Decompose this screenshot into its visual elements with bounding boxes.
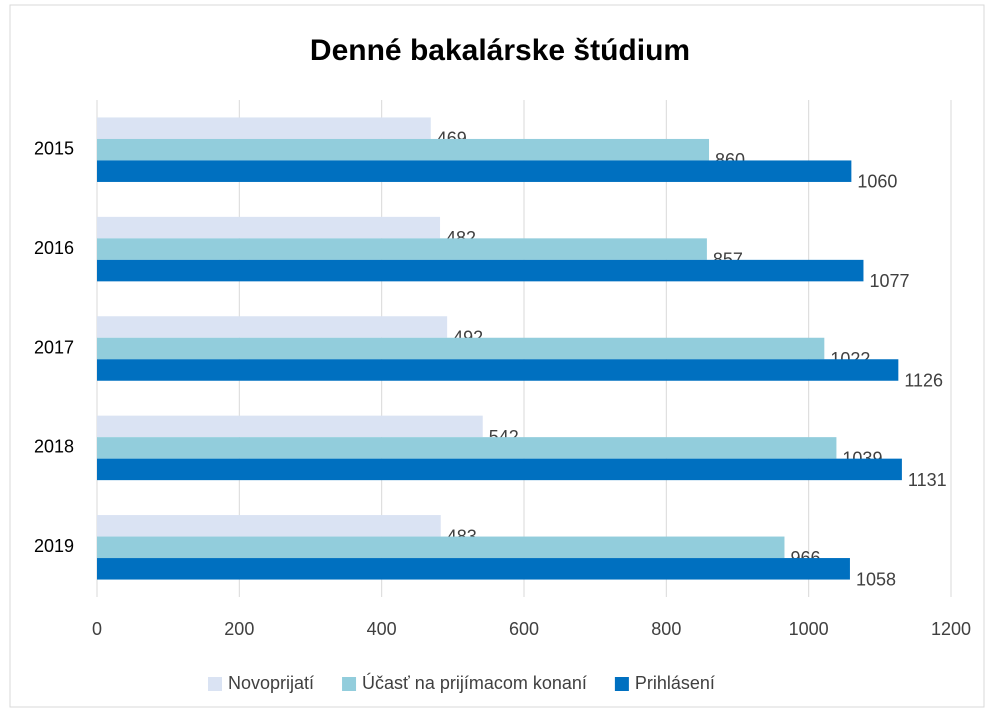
x-tick-label: 200 (224, 619, 254, 639)
x-tick-label: 0 (92, 619, 102, 639)
legend-label: Prihlásení (635, 673, 715, 693)
data-label: 1131 (908, 470, 947, 490)
x-tick-label: 1200 (931, 619, 971, 639)
data-label: 1077 (869, 271, 909, 291)
bar (97, 138, 710, 161)
chart-title: Denné bakalárske štúdium (310, 34, 690, 67)
legend-label: Novoprijatí (228, 673, 314, 693)
data-label: 1060 (857, 172, 897, 192)
bar (97, 415, 483, 438)
data-label: 1126 (904, 371, 943, 391)
x-tick-label: 400 (367, 619, 397, 639)
bar (97, 515, 441, 537)
legend-label: Účasť na prijímacom konaní (362, 672, 587, 693)
x-tick-label: 1000 (789, 619, 829, 639)
y-tick-label: 2015 (34, 138, 74, 158)
bar (97, 536, 785, 559)
y-tick-label: 2019 (34, 536, 74, 556)
y-tick-label: 2018 (34, 437, 74, 457)
bar (97, 117, 431, 139)
y-tick-label: 2017 (34, 337, 74, 357)
x-tick-label: 600 (509, 619, 539, 639)
bar (97, 437, 837, 459)
bar (97, 216, 441, 239)
x-tick-label: 800 (651, 619, 681, 639)
bar (97, 238, 707, 260)
bar (97, 337, 825, 360)
legend-swatch (208, 677, 222, 691)
bar (97, 359, 899, 381)
legend-swatch (614, 677, 629, 691)
data-label: 1058 (856, 569, 896, 589)
bar (97, 160, 852, 182)
legend-swatch (342, 677, 357, 691)
bar (97, 558, 850, 580)
y-tick-label: 2016 (34, 238, 74, 258)
bar (97, 259, 864, 282)
bar (97, 316, 448, 338)
bar (97, 458, 902, 481)
